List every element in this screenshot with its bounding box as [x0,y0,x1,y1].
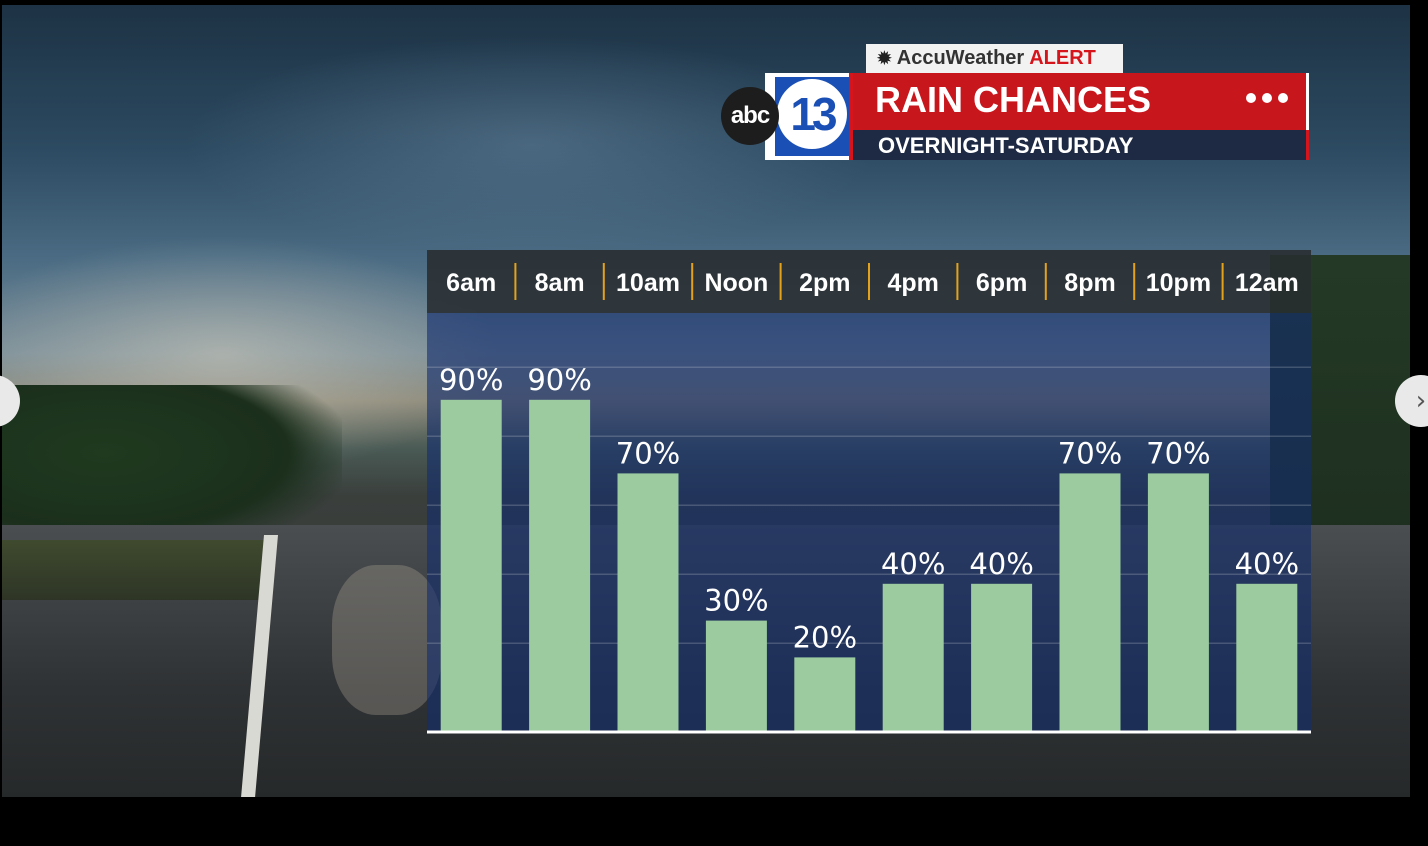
station-logo: 13 [765,73,853,160]
bar-value-label: 70% [1058,436,1122,470]
badge-alert: ALERT [1029,47,1096,69]
time-tick-label: 8am [535,269,585,297]
bar-value-label: 40% [1235,547,1299,581]
time-tick-label: 4pm [887,269,938,297]
bar-12am [1236,583,1298,731]
accuweather-alert-badge: ✹ AccuWeather ALERT [866,44,1123,73]
time-tick-label: 10am [616,269,680,297]
bar-2pm [794,657,856,731]
time-tick-label: 12am [1235,269,1299,297]
subtitle-bar: OVERNIGHT-SATURDAY [853,130,1309,160]
bar-value-label: 70% [616,436,680,470]
bar-value-label: 20% [793,620,857,654]
bar-8pm [1059,473,1121,731]
sun-icon: ✹ [876,48,893,70]
chevron-right-icon: › [1415,386,1427,416]
bar-8am [529,399,591,731]
logo-number: 13 [790,88,837,140]
bar-value-label: 30% [704,584,768,618]
bar-6pm [971,583,1033,731]
bar-noon [705,620,767,731]
bar-value-label: 40% [881,547,945,581]
time-tick-label: 2pm [799,269,850,297]
bar-10am [617,473,679,731]
bar-6am [440,399,502,731]
bar-value-label: 90% [439,363,503,397]
abc-logo: abc [721,87,779,145]
time-tick-label: 8pm [1064,269,1115,297]
bar-value-label: 70% [1146,436,1210,470]
time-tick-label: 6pm [976,269,1027,297]
previous-slide-button[interactable]: ‹ [0,375,20,427]
bar-value-label: 40% [969,547,1033,581]
bar-10pm [1147,473,1209,731]
bar-value-label: 90% [527,363,591,397]
title-bar: RAIN CHANCES [853,73,1309,130]
page-title: RAIN CHANCES [875,79,1152,120]
more-dots-icon [1246,93,1288,103]
time-tick-label: 10pm [1146,269,1211,297]
page-subtitle: OVERNIGHT-SATURDAY [878,133,1134,158]
time-tick-label: Noon [704,269,768,297]
badge-brand: AccuWeather [896,47,1025,69]
time-tick-label: 6am [446,269,496,297]
bar-4pm [882,583,944,731]
